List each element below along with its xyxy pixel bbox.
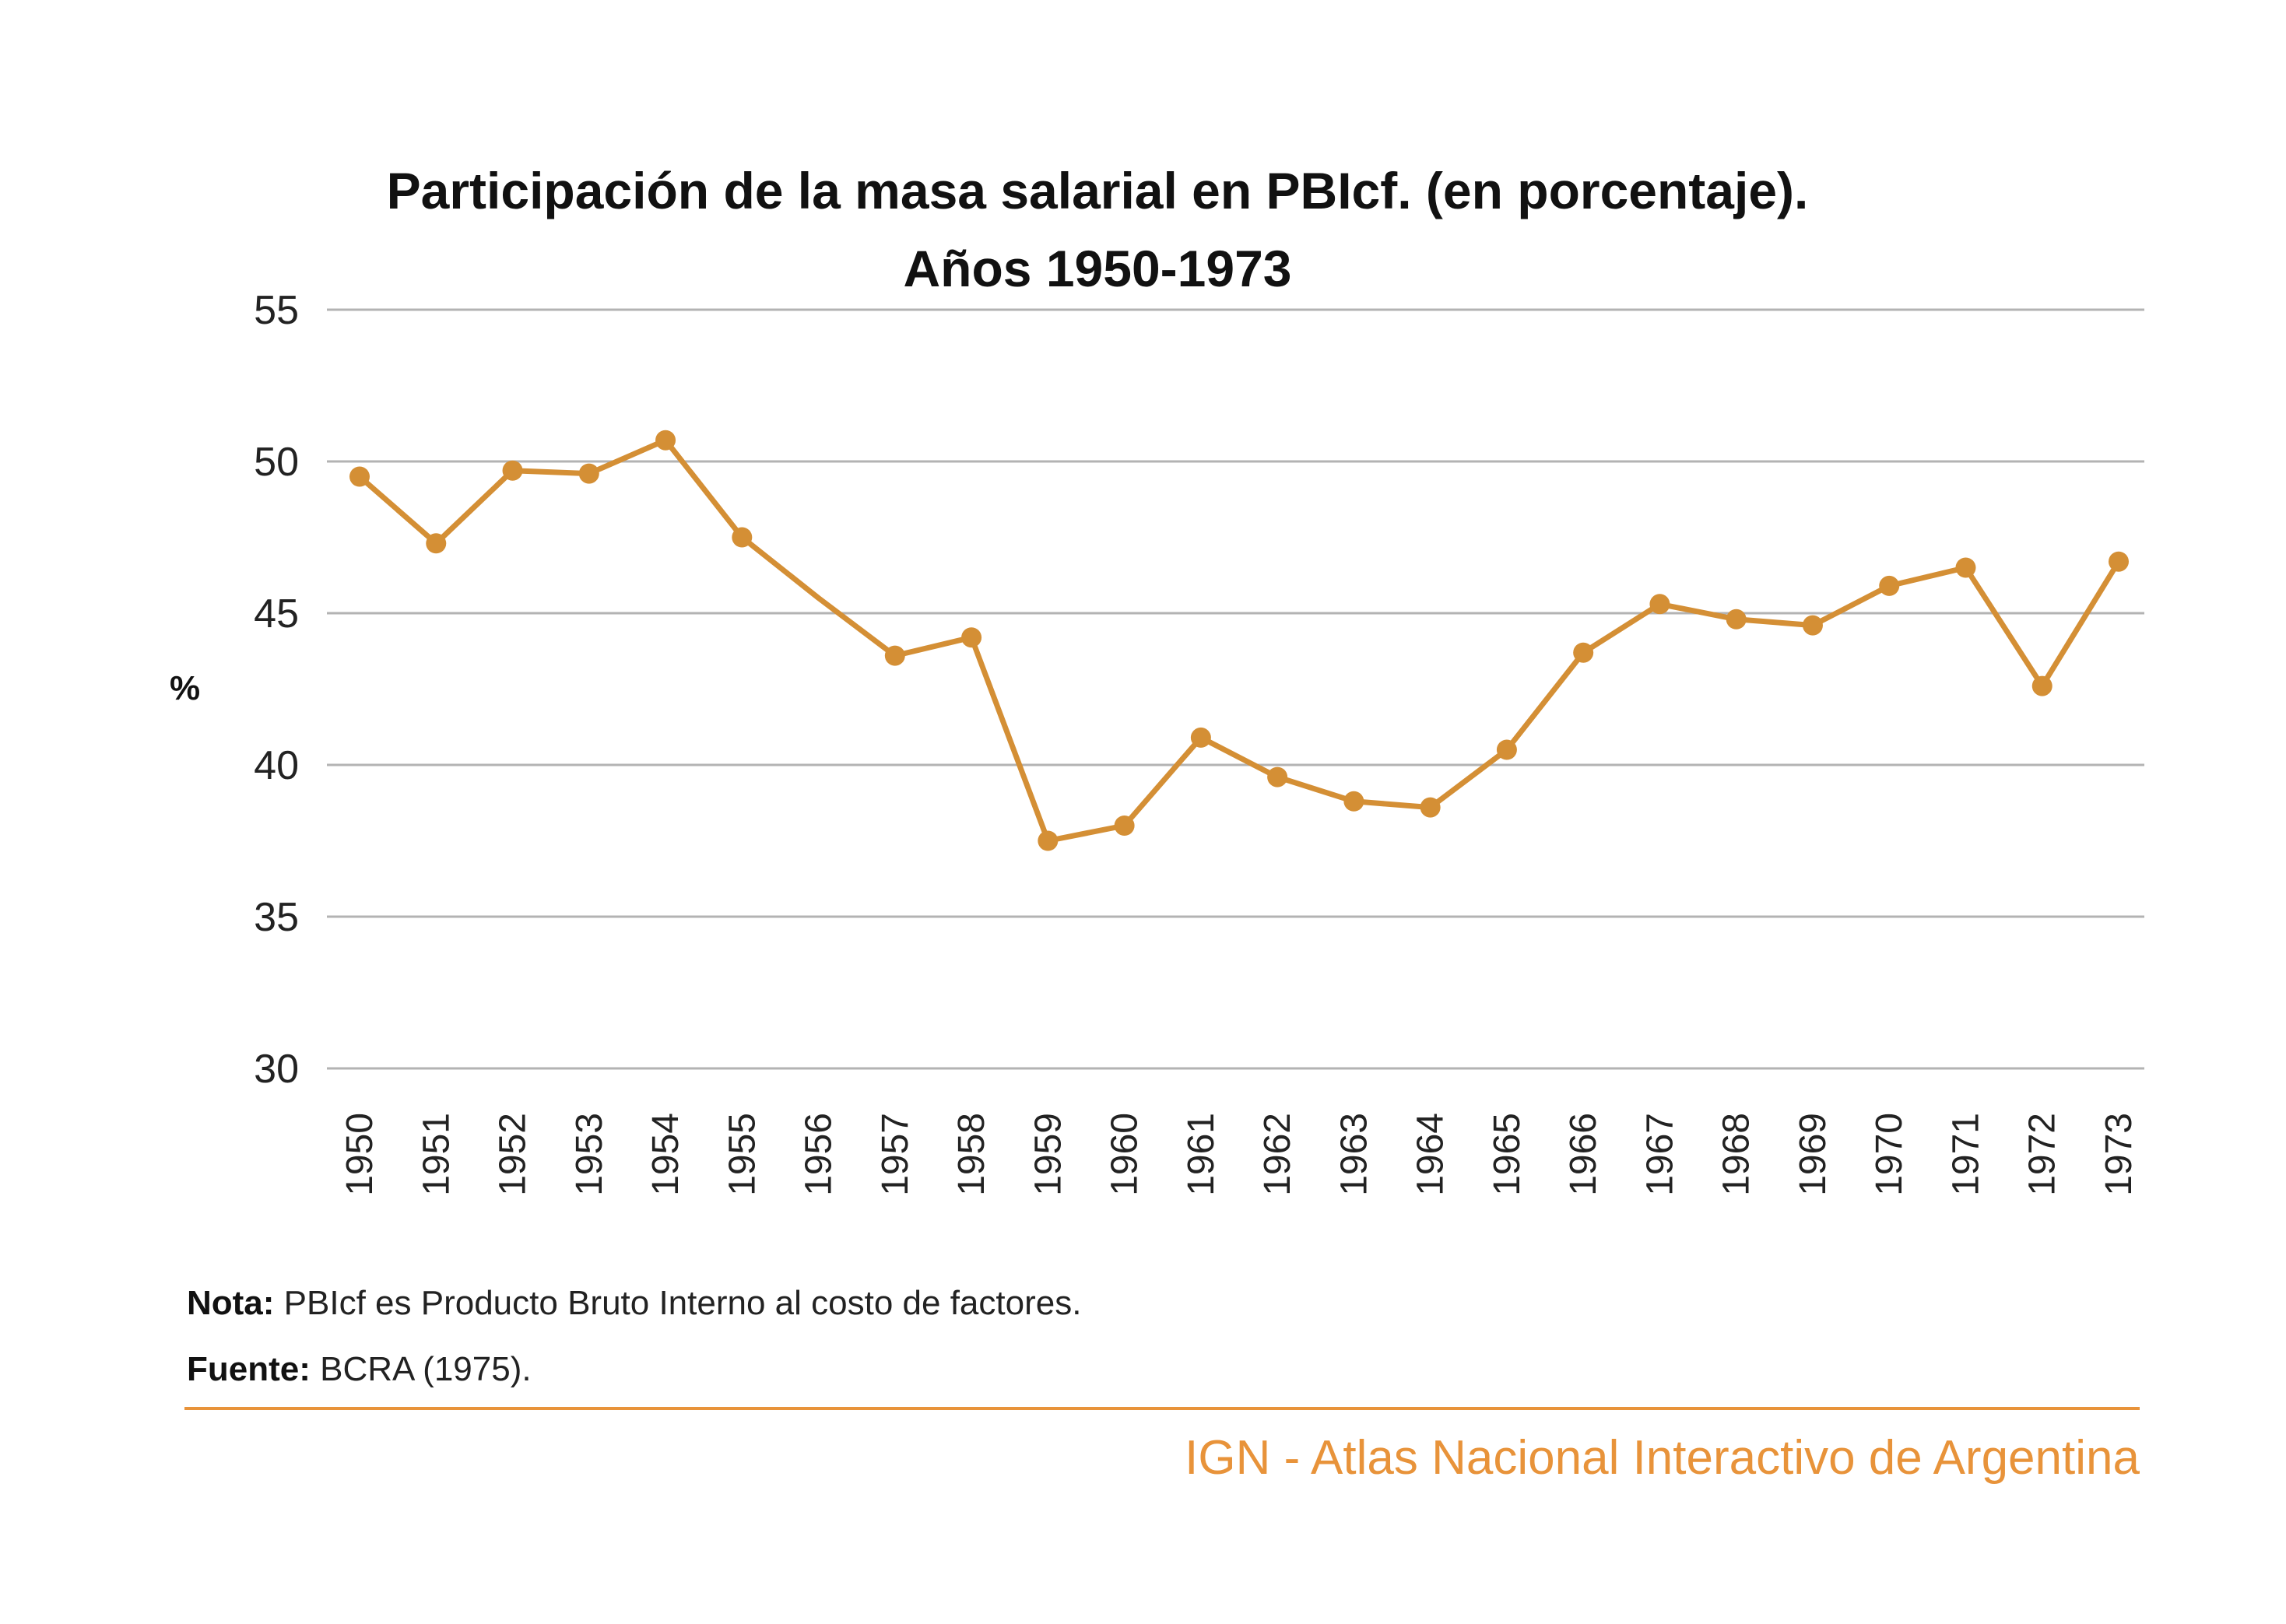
chart-title-line-2: Años 1950-1973	[903, 240, 1292, 297]
x-tick-label: 1970	[1869, 1113, 1910, 1196]
chart-source: Fuente: BCRA (1975).	[187, 1350, 532, 1389]
source-text: BCRA (1975).	[320, 1350, 532, 1388]
data-point	[1114, 816, 1135, 836]
y-axis-label: %	[170, 669, 201, 707]
note-text: PBIcf es Producto Bruto Interno al costo…	[283, 1284, 1082, 1322]
data-point	[2031, 675, 2052, 696]
x-tick-label: 1962	[1257, 1113, 1298, 1196]
x-tick-label: 1967	[1639, 1113, 1680, 1196]
data-point	[961, 627, 982, 648]
data-point	[1190, 727, 1211, 748]
brand-footer: IGN - Atlas Nacional Interactivo de Arge…	[1185, 1431, 2140, 1485]
x-tick-label: 1971	[1945, 1113, 1986, 1196]
data-point	[1879, 575, 1900, 596]
note-label: Nota:	[187, 1284, 275, 1322]
x-tick-label: 1959	[1027, 1113, 1069, 1196]
y-tick-label: 45	[254, 591, 299, 637]
data-point	[732, 527, 753, 548]
data-point	[1573, 642, 1594, 663]
x-tick-label: 1951	[416, 1113, 457, 1196]
x-tick-label: 1972	[2022, 1113, 2063, 1196]
source-label: Fuente:	[187, 1350, 311, 1388]
footer-divider	[184, 1407, 2140, 1410]
x-tick-label: 1953	[569, 1113, 610, 1196]
x-tick-label: 1956	[799, 1113, 840, 1196]
x-tick-label: 1960	[1104, 1113, 1146, 1196]
data-point	[655, 430, 676, 451]
x-tick-label: 1963	[1333, 1113, 1375, 1196]
data-point	[1726, 609, 1747, 630]
data-point	[1343, 791, 1364, 812]
y-tick-label: 40	[254, 743, 299, 788]
y-tick-label: 35	[254, 895, 299, 940]
x-tick-label: 1964	[1410, 1113, 1452, 1196]
x-tick-label: 1954	[645, 1113, 687, 1196]
data-point	[426, 533, 447, 554]
series-line	[356, 437, 2122, 844]
data-point	[1955, 557, 1976, 578]
x-tick-label: 1969	[1793, 1113, 1834, 1196]
data-point	[578, 463, 599, 484]
data-point	[884, 645, 905, 666]
x-tick-label: 1950	[339, 1113, 381, 1196]
data-point	[349, 466, 370, 487]
x-tick-label: 1955	[722, 1113, 763, 1196]
data-point	[1038, 830, 1059, 851]
x-tick-label: 1957	[875, 1113, 916, 1196]
y-tick-label: 50	[254, 440, 299, 485]
x-tick-label: 1961	[1181, 1113, 1222, 1196]
data-point	[502, 460, 523, 481]
x-tick-label: 1965	[1487, 1113, 1528, 1196]
data-point	[2109, 551, 2129, 572]
data-point	[1420, 797, 1441, 818]
line-chart: 30 35 40 45 50 55 1950 1951 1952 1953 1954 1955 1956…	[254, 288, 2144, 1196]
x-tick-label: 1958	[951, 1113, 992, 1196]
data-point	[1802, 615, 1823, 636]
y-tick-label: 55	[254, 288, 299, 333]
x-tick-label: 1966	[1563, 1113, 1604, 1196]
data-point	[1496, 739, 1517, 760]
chart-title-line-1: Participación de la masa salarial en PBI…	[386, 162, 1809, 219]
y-tick-label: 30	[254, 1047, 299, 1092]
data-point	[1267, 766, 1288, 787]
chart-note: Nota: PBIcf es Producto Bruto Interno al…	[187, 1284, 1081, 1323]
x-tick-label: 1968	[1716, 1113, 1758, 1196]
x-tick-label: 1973	[2098, 1113, 2140, 1196]
chart-title: Participación de la masa salarial en PBI…	[0, 152, 2195, 307]
x-tick-label: 1952	[493, 1113, 534, 1196]
data-point	[1649, 594, 1670, 615]
